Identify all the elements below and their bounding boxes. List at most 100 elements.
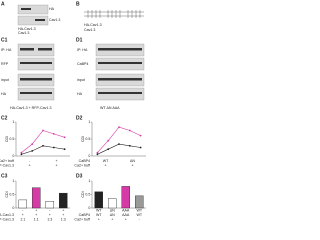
x-tick-label: AAA: [122, 208, 130, 212]
y-axis-label: CDI: [5, 136, 9, 142]
y-tick-label: 0: [12, 154, 14, 158]
lane-label: HA-Cav1.3: [18, 27, 36, 31]
row-cell: -: [139, 217, 141, 221]
point: [42, 129, 44, 132]
row-label: Ca2+ buff: [74, 163, 90, 167]
point: [96, 151, 99, 154]
y-tick-label: 0.5: [9, 137, 14, 141]
row-label: input: [1, 78, 9, 82]
row-cell: ΔN: [110, 213, 115, 217]
row-label: CaBP4: [79, 213, 90, 217]
point: [139, 146, 142, 149]
point: [63, 148, 66, 151]
figure: A HA Cav1.3 HA-Cav1.3 Cav1.3 B HA-Cav1.3…: [0, 1, 146, 221]
point: [118, 126, 120, 128]
row-cell: +: [98, 217, 100, 221]
point: [20, 151, 23, 154]
point: [128, 144, 131, 147]
row-label: Ca2+ buff: [74, 217, 90, 221]
row-label: HA: [1, 92, 7, 96]
row-label: HA: [77, 92, 83, 96]
bar: [107, 198, 117, 209]
band: [98, 62, 142, 64]
band: [20, 48, 34, 51]
y-axis-label: CDI: [81, 136, 85, 142]
row-label: CaBP4: [77, 62, 88, 66]
row-cell: +: [55, 159, 57, 163]
y-tick-label: 0.5: [85, 192, 90, 196]
band: [98, 48, 142, 51]
x-tick-label: -: [22, 208, 24, 212]
row-cell: +: [125, 217, 127, 221]
panel-label: C2: [1, 115, 8, 121]
series-line: [97, 126, 141, 153]
row-cell: +: [35, 213, 37, 217]
band: [38, 48, 52, 51]
channel-schematic: [84, 10, 144, 18]
bar: [18, 199, 28, 209]
point: [42, 144, 44, 147]
panel-label: B: [76, 1, 80, 7]
y-axis-label: CDI: [5, 191, 9, 197]
panel-label: D2: [76, 115, 83, 121]
row-cell: 1:3: [61, 217, 66, 221]
bar: [94, 191, 103, 209]
panel-label: C3: [1, 173, 8, 179]
row-cell: +: [104, 163, 106, 167]
y-tick-label: 1: [88, 179, 90, 183]
band: [20, 78, 52, 81]
series-line: [21, 130, 65, 153]
x-tick-label: ΔN: [110, 208, 115, 212]
point: [63, 136, 66, 139]
item-label: HA-Cav1.3: [84, 23, 102, 27]
lane-label: Cav1.3: [18, 31, 29, 35]
y-tick-label: 1: [12, 120, 14, 124]
panel-label: C1: [1, 37, 8, 43]
bar: [32, 187, 41, 209]
panel-label: A: [1, 1, 5, 7]
blot: [17, 43, 55, 57]
bar: [45, 201, 55, 209]
lane-label: HA-Cav1.3 + RFP-Cav1.3: [10, 106, 51, 110]
y-tick-label: 0: [88, 206, 90, 210]
panel-label: D1: [76, 37, 83, 43]
point: [31, 150, 34, 152]
row-cell: WT: [96, 213, 102, 217]
x-tick-label: -: [49, 208, 51, 212]
row-cell: 1:1: [34, 217, 39, 221]
row-cell: +: [28, 163, 30, 167]
row-cell: 1:1: [20, 217, 25, 221]
point: [31, 143, 34, 146]
bar: [121, 186, 130, 209]
panel-label: D3: [76, 173, 83, 179]
band: [35, 19, 45, 21]
row-cell: 1:3: [47, 217, 52, 221]
row-label: input: [77, 78, 85, 82]
band: [20, 62, 52, 64]
blot: [17, 4, 49, 15]
row-cell: +: [49, 213, 51, 217]
row-cell: -: [29, 159, 31, 163]
row-cell: WT: [136, 213, 142, 217]
row-cell: AAA: [122, 213, 130, 217]
item-label: Cav1.3: [84, 28, 95, 32]
x-tick-label: +: [35, 208, 37, 212]
bar: [59, 192, 68, 209]
point: [107, 139, 110, 142]
y-tick-label: 0.5: [9, 192, 14, 196]
row-label: RFP-Cav1.3: [0, 217, 14, 221]
point: [118, 143, 120, 146]
x-tick-label: +: [62, 208, 64, 212]
row-cell: +: [62, 213, 64, 217]
point: [139, 134, 142, 137]
row-label: HA-Cav1.3: [0, 213, 14, 217]
band: [98, 78, 142, 81]
y-tick-label: 0.5: [85, 137, 90, 141]
row-label: CaBP4: [79, 159, 90, 163]
point: [107, 148, 110, 151]
y-tick-label: 0: [12, 206, 14, 210]
band: [21, 8, 31, 10]
row-label: Cav1.3: [49, 18, 60, 22]
point: [128, 129, 131, 132]
row-label: HA: [49, 7, 55, 11]
